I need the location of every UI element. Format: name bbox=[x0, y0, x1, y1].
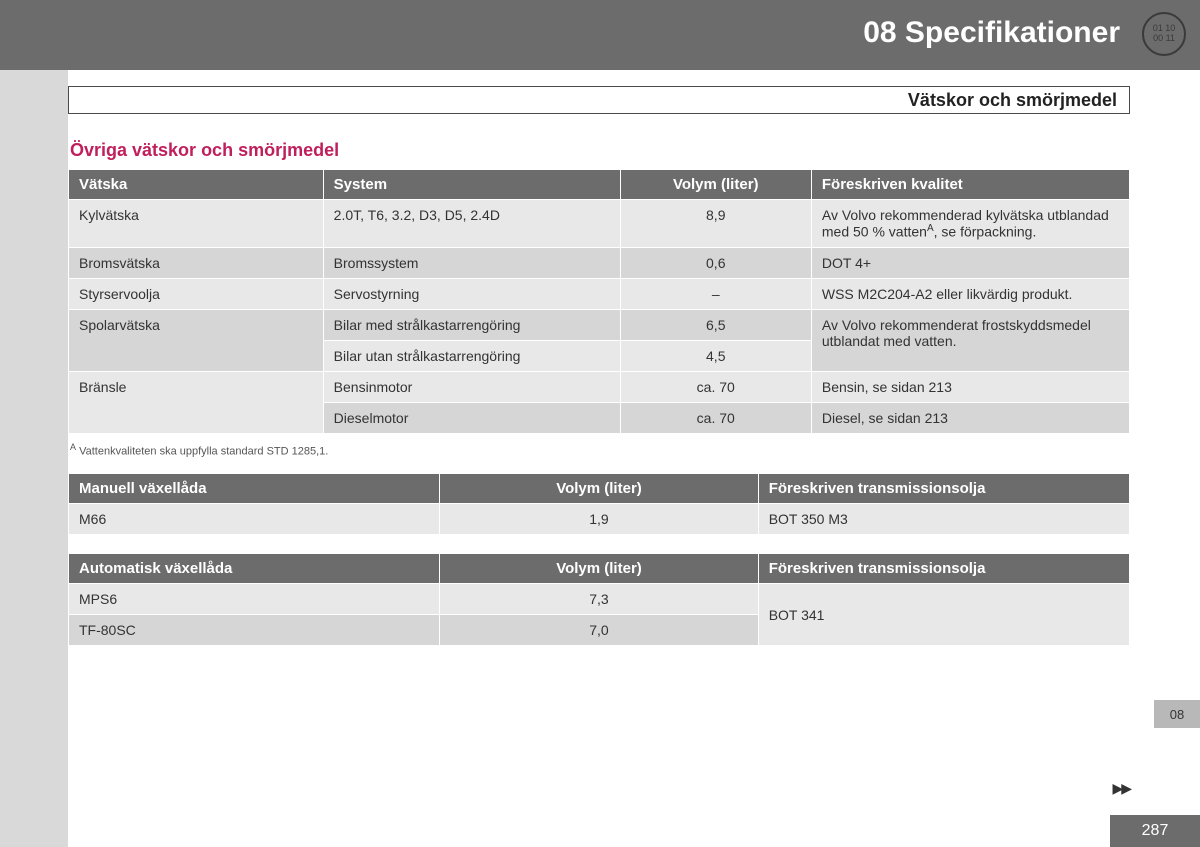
auto-gearbox-table: Automatisk växellådaVolym (liter)Föreskr… bbox=[68, 553, 1130, 646]
quality-cell: Bensin, se sidan 213 bbox=[812, 372, 1129, 402]
oil-cell: BOT 341 bbox=[759, 584, 1129, 645]
volume-cell: 4,5 bbox=[621, 341, 811, 371]
table-header: Automatisk växellåda bbox=[69, 554, 439, 583]
table-row: StyrservooljaServostyrning–WSS M2C204-A2… bbox=[69, 279, 1129, 309]
table-header: Vätska bbox=[69, 170, 323, 199]
system-cell: Bromssystem bbox=[324, 248, 620, 278]
side-tab: 08 bbox=[1154, 700, 1200, 728]
fluid-name: Styrservoolja bbox=[69, 279, 323, 309]
table-row: Kylvätska2.0T, T6, 3.2, D3, D5, 2.4D8,9A… bbox=[69, 200, 1129, 247]
footnote-text: Vattenkvaliteten ska uppfylla standard S… bbox=[79, 445, 328, 457]
table-row: M661,9BOT 350 M3 bbox=[69, 504, 1129, 534]
table-header: System bbox=[324, 170, 620, 199]
table-row: MPS67,3BOT 341 bbox=[69, 584, 1129, 614]
top-banner: 08 Specifikationer 01 10 00 11 bbox=[0, 0, 1200, 70]
fluids-table: VätskaSystemVolym (liter)Föreskriven kva… bbox=[68, 169, 1130, 434]
system-cell: Servostyrning bbox=[324, 279, 620, 309]
gearbox-name: MPS6 bbox=[69, 584, 439, 614]
volume-cell: – bbox=[621, 279, 811, 309]
quality-cell: WSS M2C204-A2 eller likvärdig pro­dukt. bbox=[812, 279, 1129, 309]
section-bar: Vätskor och smörjmedel bbox=[68, 86, 1130, 114]
system-cell: 2.0T, T6, 3.2, D3, D5, 2.4D bbox=[324, 200, 620, 247]
fluid-name: Bränsle bbox=[69, 372, 323, 433]
volume-cell: 7,0 bbox=[440, 615, 757, 645]
volume-cell: 8,9 bbox=[621, 200, 811, 247]
volume-cell: 6,5 bbox=[621, 310, 811, 340]
footnote-label: A bbox=[70, 442, 76, 452]
fluid-name: Kylvätska bbox=[69, 200, 323, 247]
volume-cell: ca. 70 bbox=[621, 372, 811, 402]
fluid-name: Spolarvätska bbox=[69, 310, 323, 371]
table-header: Volym (liter) bbox=[621, 170, 811, 199]
content-area: Övriga vätskor och smörjmedel VätskaSyst… bbox=[68, 140, 1130, 646]
footnote: A Vattenkvaliteten ska uppfylla standard… bbox=[70, 442, 1130, 458]
system-cell: Bensinmotor bbox=[324, 372, 620, 402]
system-cell: Dieselmotor bbox=[324, 403, 620, 433]
table-header: Manuell växellåda bbox=[69, 474, 439, 503]
gearbox-name: TF-80SC bbox=[69, 615, 439, 645]
volume-cell: 7,3 bbox=[440, 584, 757, 614]
subheading: Övriga vätskor och smörjmedel bbox=[68, 140, 1130, 161]
table-row: BränsleBensinmotorca. 70Bensin, se sidan… bbox=[69, 372, 1129, 402]
quality-cell: Diesel, se sidan 213 bbox=[812, 403, 1129, 433]
quality-cell: Av Volvo rekommenderat frostskydds­medel… bbox=[812, 310, 1129, 371]
manual-gearbox-table: Manuell växellådaVolym (liter)Föreskrive… bbox=[68, 473, 1130, 535]
badge-line2: 00 11 bbox=[1153, 34, 1175, 44]
table-header: Volym (liter) bbox=[440, 474, 757, 503]
cell: 1,9 bbox=[440, 504, 757, 534]
page-number: 287 bbox=[1110, 815, 1200, 847]
table-header: Föreskriven transmissionsolja bbox=[759, 554, 1129, 583]
cell: BOT 350 M3 bbox=[759, 504, 1129, 534]
continue-arrows-icon: ▶▶ bbox=[1112, 780, 1130, 797]
volume-cell: ca. 70 bbox=[621, 403, 811, 433]
fluid-name: Bromsvätska bbox=[69, 248, 323, 278]
volume-cell: 0,6 bbox=[621, 248, 811, 278]
quality-cell: Av Volvo rekommenderad kylvätska utbland… bbox=[812, 200, 1129, 247]
table-header: Föreskriven transmissionsolja bbox=[759, 474, 1129, 503]
table-row: BromsvätskaBromssystem0,6DOT 4+ bbox=[69, 248, 1129, 278]
table-row: SpolarvätskaBilar med strålkastarrengöri… bbox=[69, 310, 1129, 340]
cell: M66 bbox=[69, 504, 439, 534]
table-header: Volym (liter) bbox=[440, 554, 757, 583]
chapter-title: 08 Specifikationer bbox=[863, 16, 1120, 50]
corner-badge-icon: 01 10 00 11 bbox=[1142, 12, 1186, 56]
system-cell: Bilar med strålkastarrengöring bbox=[324, 310, 620, 340]
table-header: Föreskriven kvalitet bbox=[812, 170, 1129, 199]
section-title: Vätskor och smörjmedel bbox=[908, 90, 1117, 111]
quality-cell: DOT 4+ bbox=[812, 248, 1129, 278]
left-margin bbox=[0, 70, 68, 847]
system-cell: Bilar utan strålkastarrengöring bbox=[324, 341, 620, 371]
